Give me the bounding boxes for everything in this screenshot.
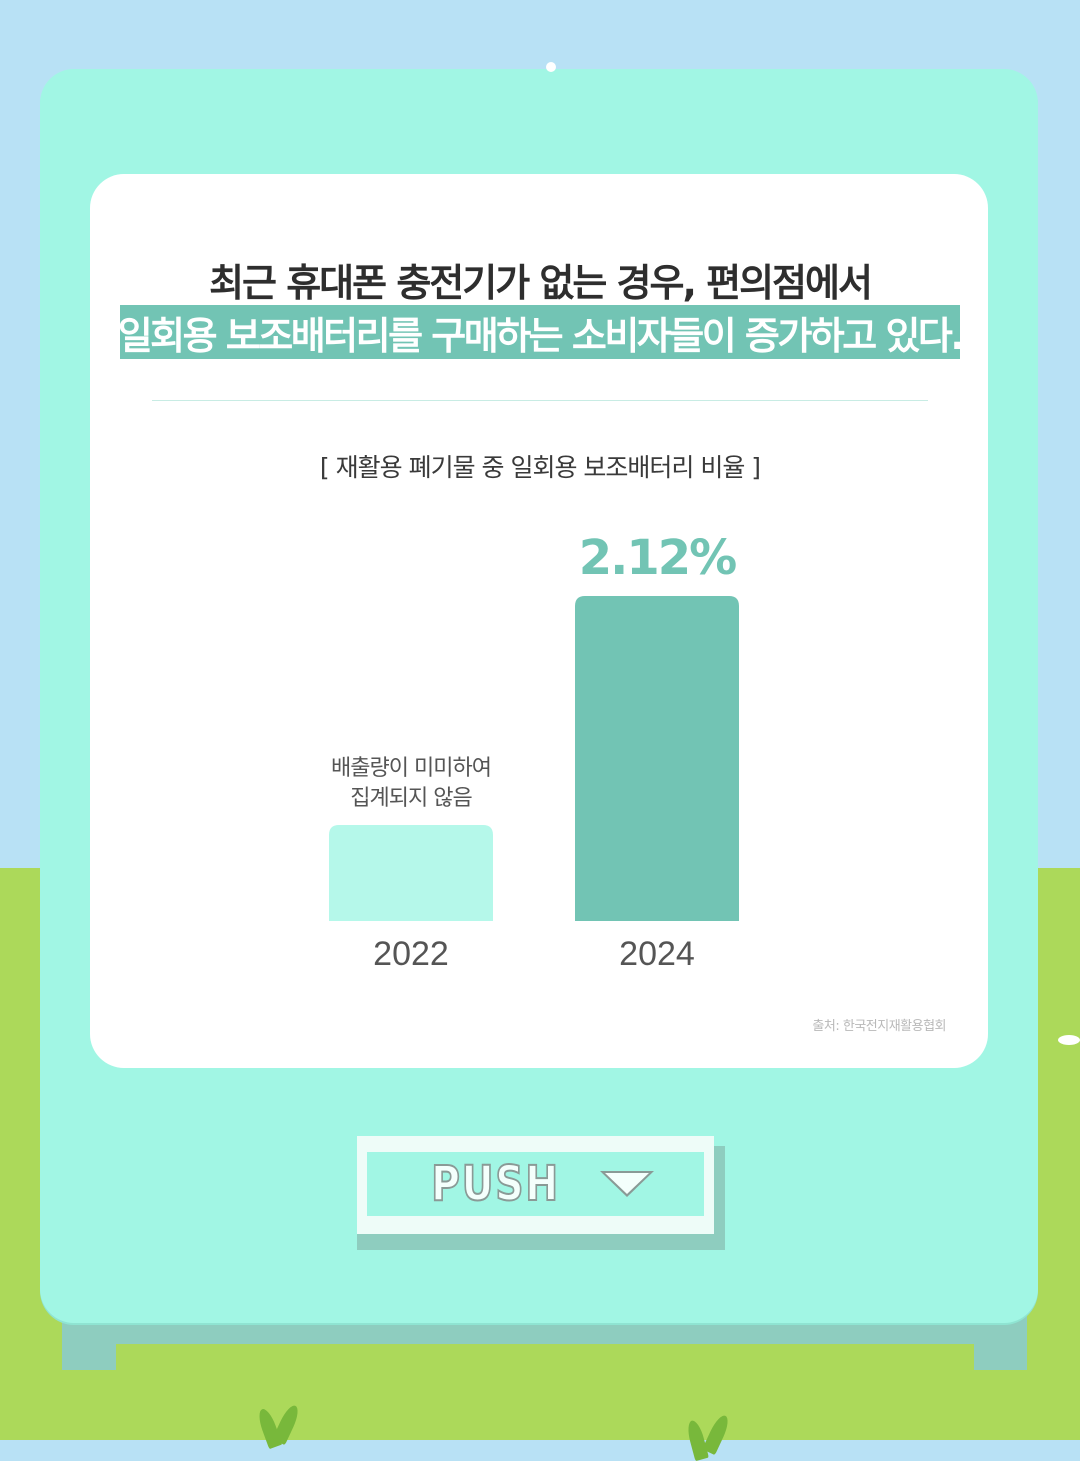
push-button-face[interactable]: PUSH (367, 1152, 704, 1216)
source-note: 출처: 한국전지재활용협회 (812, 1019, 946, 1034)
bar-2022 (329, 825, 493, 921)
triangle-down-icon (599, 1171, 654, 1197)
headline-highlight: 일회용 보조배터리를 구매하는 소비자들이 증가하고 있다. (117, 305, 965, 359)
bar-annotation: 배출량이 미미하여 (331, 756, 491, 781)
push-button-label: PUSH (430, 1155, 560, 1213)
headline-line-1: 최근 휴대폰 충전기가 없는 경우, 편의점에서 (209, 261, 873, 305)
data-label: 2.12% (579, 530, 736, 586)
headline-line-2: 일회용 보조배터리를 구매하는 소비자들이 증가하고 있다. (117, 313, 965, 358)
x-tick-label: 2022 (373, 935, 449, 973)
machine-knob (546, 62, 556, 72)
bar-annotation: 집계되지 않음 (350, 786, 472, 811)
x-tick-label: 2024 (619, 935, 695, 973)
cloud-decoration (1058, 1035, 1080, 1045)
divider (152, 400, 928, 401)
bar-2024 (575, 596, 739, 921)
chart-title: [ 재활용 폐기물 중 일회용 보조배터리 비율 ] (319, 453, 761, 482)
